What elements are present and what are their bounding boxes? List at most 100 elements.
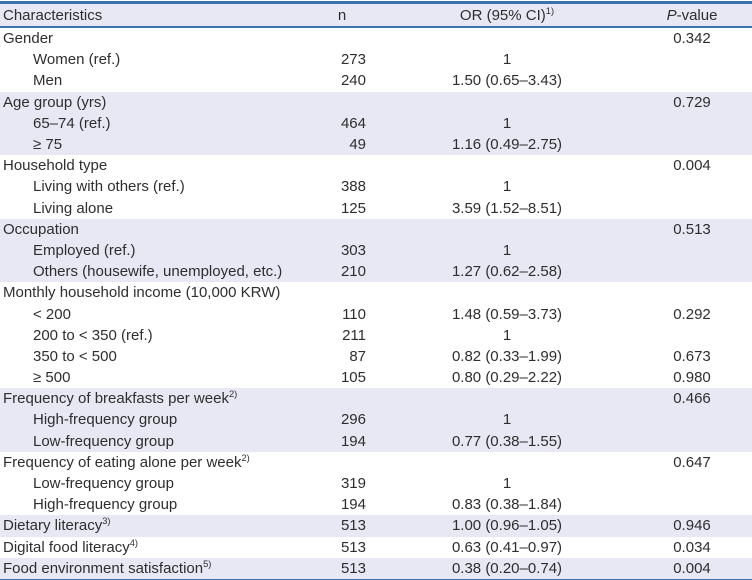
table-row: Gender 0.342 (0, 27, 752, 49)
footnote-marker: 2) (228, 389, 238, 400)
cell-pvalue (632, 112, 752, 134)
cell-characteristic: 65–74 (ref.) (0, 112, 302, 134)
cell-n: 464 (302, 112, 382, 134)
cell-characteristic: Living with others (ref.) (0, 176, 302, 197)
characteristic-label: Digital food literacy (3, 538, 130, 556)
characteristic-label: Frequency of breakfasts per week (3, 390, 229, 408)
cell-characteristic: Employed (ref.) (0, 239, 302, 262)
cell-characteristic: Frequency of breakfasts per week2) (0, 388, 302, 410)
cell-n: 211 (342, 326, 366, 344)
cell-or: 0.80 (0.29–2.22) (451, 369, 563, 387)
cell-n: 303 (302, 239, 382, 262)
cell-pvalue: 0.292 (673, 305, 711, 323)
cell-n: 125 (340, 199, 366, 217)
cell-or: 1.48 (0.59–3.73) (451, 305, 563, 323)
cell-characteristic: Gender (0, 27, 302, 49)
cell-pvalue (632, 261, 752, 283)
cell-pvalue: 0.034 (673, 538, 711, 556)
cell-or: 1 (382, 409, 632, 431)
cell-pvalue (632, 133, 752, 156)
table-row: Dietary literacy3) 513 1.00 (0.96–1.05) 0.9… (0, 515, 752, 537)
table-row: Others (housewife, unemployed, etc.) 210 1… (0, 261, 752, 283)
characteristic-label: Women (ref.) (33, 51, 121, 69)
cell-characteristic: Dietary literacy3) (0, 515, 302, 537)
cell-or (382, 155, 632, 176)
cell-characteristic: < 200 (0, 303, 302, 324)
col-header-or-ci: OR (95% CI)1) (382, 2, 632, 28)
cell-n: 110 (342, 305, 366, 323)
cell-pvalue (632, 70, 752, 91)
table-row: ≥ 500 105 0.80 (0.29–2.22) 0.980 (0, 367, 752, 388)
characteristic-label: Low-frequency group (33, 475, 174, 493)
cell-pvalue (632, 239, 752, 262)
cell-pvalue (632, 473, 752, 494)
characteristic-label: Dietary literacy (3, 517, 103, 535)
characteristic-label: Low-frequency group (33, 432, 174, 450)
table-row: Living alone 125 3.59 (1.52–8.51) (0, 198, 752, 219)
col-header-n: n (302, 2, 382, 28)
cell-or: 1 (502, 475, 512, 493)
cell-characteristic: Age group (yrs) (0, 91, 302, 113)
cell-or: 0.82 (0.33–1.99) (451, 347, 563, 365)
cell-n: 296 (302, 409, 382, 431)
cell-or: 1 (502, 326, 512, 344)
table-row: Low-frequency group 319 1 (0, 473, 752, 494)
footnote-marker: 3) (102, 516, 111, 527)
characteristic-label: 65–74 (ref.) (33, 114, 111, 132)
cell-or: 0.63 (0.41–0.97) (451, 538, 563, 556)
table-row: Employed (ref.) 303 1 (0, 239, 752, 262)
table-row: Living with others (ref.) 388 1 (0, 176, 752, 197)
cell-characteristic: High-frequency group (0, 409, 302, 431)
cell-n: 513 (302, 515, 382, 537)
cell-or: 1.16 (0.49–2.75) (382, 133, 632, 156)
cell-characteristic: Occupation (0, 218, 302, 240)
cell-n: 240 (340, 72, 366, 90)
cell-pvalue: 0.004 (632, 557, 752, 580)
cell-or (382, 282, 632, 303)
characteristic-label: High-frequency group (33, 411, 178, 429)
cell-pvalue: 0.673 (673, 347, 711, 365)
cell-characteristic: Monthly household income (10,000 KRW) (0, 282, 302, 303)
cell-characteristic: ≥ 75 (0, 133, 302, 156)
cell-or: 1 (382, 239, 632, 262)
cell-pvalue: 0.004 (673, 157, 711, 175)
pvalue-label-rest: -value (676, 6, 718, 24)
cell-pvalue (632, 430, 752, 452)
table-row: 200 to < 350 (ref.) 211 1 (0, 325, 752, 346)
cell-or: 1.27 (0.62–2.58) (382, 261, 632, 283)
table-row: < 200 110 1.48 (0.59–3.73) 0.292 (0, 303, 752, 324)
cell-pvalue: 0.342 (673, 30, 711, 48)
cell-or: 1 (382, 112, 632, 134)
cell-n (302, 91, 382, 113)
cell-pvalue (632, 409, 752, 431)
cell-n (302, 218, 382, 240)
cell-characteristic: Women (ref.) (0, 49, 302, 70)
table-row: Frequency of breakfasts per week2) 0.466 (0, 388, 752, 410)
cell-characteristic: Others (housewife, unemployed, etc.) (0, 261, 302, 283)
characteristic-label: Employed (ref.) (33, 241, 136, 259)
cell-characteristic: 200 to < 350 (ref.) (0, 325, 302, 346)
table-header: Characteristics n OR (95% CI)1) P-value (0, 2, 752, 28)
cell-n: 194 (302, 430, 382, 452)
cell-characteristic: Household type (0, 155, 302, 176)
cell-pvalue (632, 176, 752, 197)
characteristic-label: ≥ 75 (33, 136, 63, 154)
cell-n (302, 452, 382, 473)
cell-characteristic: Food environment satisfaction5) (0, 557, 302, 580)
characteristic-label: Monthly household income (10,000 KRW) (3, 284, 281, 302)
cell-n (302, 155, 382, 176)
cell-pvalue (632, 49, 752, 70)
cell-n: 273 (340, 51, 366, 69)
cell-or: 0.77 (0.38–1.55) (382, 430, 632, 452)
characteristic-label: ≥ 500 (33, 369, 71, 387)
table-row: Food environment satisfaction5) 513 0.38 (… (0, 557, 752, 580)
cell-n (302, 388, 382, 410)
or-ci-footnote-marker: 1) (545, 5, 555, 16)
cell-pvalue (632, 198, 752, 219)
table-row: Occupation 0.513 (0, 218, 752, 240)
cell-characteristic: Low-frequency group (0, 473, 302, 494)
cell-or (382, 388, 632, 410)
characteristic-label: < 200 (33, 305, 71, 323)
cell-characteristic: ≥ 500 (0, 367, 302, 388)
cell-pvalue: 0.466 (632, 388, 752, 410)
